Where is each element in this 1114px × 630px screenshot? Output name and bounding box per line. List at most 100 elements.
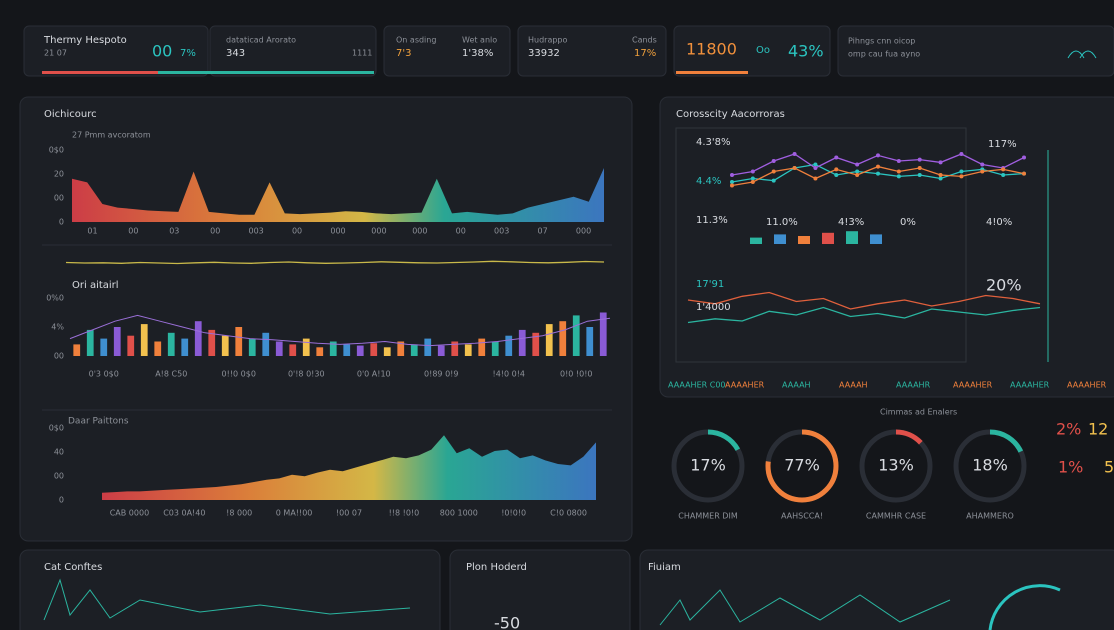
card-extra: 1111 [352,49,372,58]
area [102,435,596,500]
bar [478,338,486,356]
x-label: 00 [456,227,466,236]
progress [158,71,374,74]
card [673,25,831,77]
card-sub: 21 07 [44,49,67,58]
point [959,152,964,156]
point [980,169,985,174]
point [980,162,985,167]
gauge-label: 77% [784,456,820,475]
panel [19,549,441,630]
point [896,174,901,179]
point [917,157,922,162]
point [792,152,797,156]
bar [545,324,553,356]
x-label: 800 1000 [440,509,478,518]
icon [1067,50,1097,59]
point [792,166,797,170]
x-label: CAB 0000 [110,509,149,518]
card-value: 343 [226,48,245,59]
line [687,306,1041,324]
right-label: 117% [988,139,1017,150]
y-label: 0$0 [49,424,64,433]
y-label: 00 [54,472,64,481]
point [917,166,922,170]
decor-line [659,589,951,626]
side-label: 4.4% [696,176,721,187]
bar [262,332,270,356]
legend-label: AAAAHER [725,381,765,390]
point [1001,173,1006,177]
x-label: !4!0 0!4 [492,370,525,379]
card [209,25,377,77]
y-label: 4% [51,323,64,332]
edge-label: 2% [1056,420,1081,439]
y-label: 0 [59,496,64,505]
bar [505,335,513,356]
gauge-arc [671,429,745,503]
point [771,159,776,163]
card [383,25,511,77]
x-label: C03 0A!40 [163,509,205,518]
chart-frame [675,127,967,363]
bar [73,344,81,356]
bar [750,237,762,244]
bar [235,327,243,356]
legend-label: AAAAH [839,381,868,390]
gauge-label: 13% [878,456,914,475]
card-extra: 43% [788,42,824,61]
bar [140,324,148,356]
right-label: 20% [986,276,1022,295]
bar [181,338,189,356]
card [23,25,209,77]
bar [194,321,202,356]
panel-title: Corosscity Aacorroras [676,109,785,120]
bar [424,338,432,356]
gauge-caption: AAHSCCA! [781,512,823,521]
gauge-label: 18% [972,456,1008,475]
x-label: 00 [292,227,302,236]
point [1022,171,1026,176]
point [834,155,839,160]
bar [846,231,858,244]
legend-label: AAAAHER C00 [668,381,726,390]
point [855,162,860,167]
gauge-caption: AHAMMERO [966,512,1014,521]
gauges-title: Cimmas ad Enalers [880,408,957,417]
x-label: !8 000 [226,509,252,518]
y-label: 20 [54,170,64,179]
bar [356,345,364,356]
gauge-label: 17% [690,456,726,475]
point [876,153,880,158]
bar [289,344,297,356]
bar [870,234,882,244]
point [876,164,880,169]
panel-title: Cat Conftes [44,562,102,573]
side-label: 11.3% [696,215,728,226]
card-title: Hudrappo [528,36,568,45]
point [813,166,818,170]
gauge-arc [953,429,1027,503]
x-label: 000 [412,227,427,236]
point [959,174,964,179]
panel-title: Oichicourc [44,109,97,120]
legend-label: AAAAHER [1067,381,1107,390]
point [959,169,964,174]
bar [586,327,594,356]
x-label: 00 [210,227,220,236]
bar [100,338,108,356]
x-label: 07 [538,227,548,236]
point [1022,155,1026,160]
legend-label: AAAAHR [896,381,931,390]
card-extra: 1'38% [462,48,493,59]
card-value: 7'3 [396,48,411,59]
legend-label: AAAAHER [953,381,993,390]
card-value: 11800 [686,40,737,59]
y-label: 0$0 [49,146,64,155]
point [813,162,818,167]
gauge-caption: CHAMMER DIM [678,512,738,521]
card-value: 00 [152,42,172,61]
point [938,173,943,177]
side-label: 1'4000 [696,302,731,313]
